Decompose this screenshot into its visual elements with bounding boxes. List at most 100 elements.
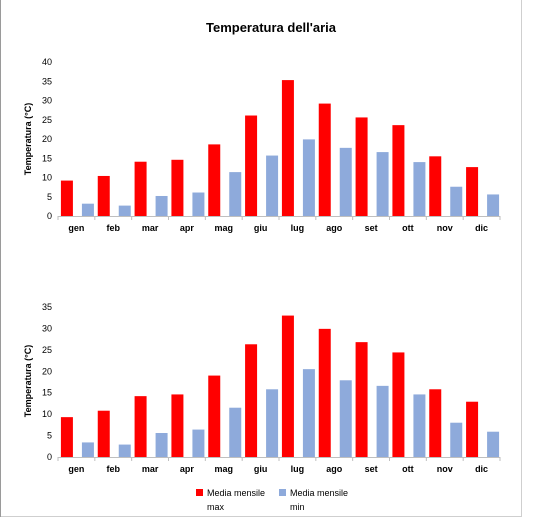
chart-2-bar-min-giu [266, 389, 279, 457]
legend-swatch-max [196, 489, 203, 496]
chart-2-bar-max-lug [281, 315, 294, 457]
chart-2-plot: 0 5 10 15 20 25 30 35 gen feb mar apr mag giu lug ago se… [42, 302, 501, 474]
chart-1-y-tick: 20 [42, 134, 52, 144]
chart-1-bar-min-set [376, 152, 389, 216]
legend-min-line1: Media mensile [290, 488, 348, 498]
chart-1-category-label: giu [254, 223, 268, 233]
legend-max-line2: max [207, 502, 225, 512]
chart-2-bar-max-giu [245, 344, 258, 457]
chart-1-bar-min-nov [450, 186, 463, 216]
chart-2-y-tick: 15 [42, 388, 52, 398]
chart-1-y-tick: 30 [42, 96, 52, 106]
chart-2-category-label: dic [475, 464, 488, 474]
chart-2-category-label: lug [291, 464, 305, 474]
chart-2-bar-max-feb [97, 410, 110, 457]
chart-2-bar-max-set [355, 342, 368, 457]
chart-2-category-label: ago [326, 464, 343, 474]
chart-1-y-tick: 25 [42, 115, 52, 125]
chart-1-bar-max-apr [171, 159, 184, 216]
chart-2-bar-min-nov [450, 422, 463, 457]
chart-2-y-tick: 25 [42, 345, 52, 355]
chart-2-bar-max-apr [171, 394, 184, 457]
chart-1-bar-min-lug [302, 139, 315, 216]
chart-1-bar-max-nov [429, 156, 442, 216]
chart-2-y-tick: 35 [42, 302, 52, 312]
chart-2-bar-min-feb [118, 444, 131, 457]
chart-1-title: Temperatura dell'aria [206, 20, 337, 35]
chart-1-bar-max-gen [60, 180, 73, 216]
chart-2-category-label: giu [254, 464, 268, 474]
legend-max-line1: Media mensile [207, 488, 265, 498]
chart-1-y-tick: 10 [42, 173, 52, 183]
chart-1-y-tick: 15 [42, 153, 52, 163]
chart-2-y-axis-label: Temperatura (°C) [23, 345, 33, 417]
chart-1-category-label: mar [142, 223, 159, 233]
chart-2-category-label: gen [68, 464, 84, 474]
chart-1-y-tick: 35 [42, 76, 52, 86]
chart-2-bar-min-lug [302, 369, 315, 457]
chart-2-bar-min-mar [155, 433, 168, 457]
chart-1-y-axis-label: Temperatura (°C) [23, 103, 33, 175]
chart-1-category-label: ott [402, 223, 414, 233]
chart-2-bar-min-apr [192, 429, 205, 457]
chart-2-bar-min-set [376, 385, 389, 457]
chart-2-category-label: feb [107, 464, 121, 474]
chart-1-category-label: lug [291, 223, 305, 233]
chart-1-bar-max-mag [208, 144, 221, 216]
chart-1-bar-min-mag [229, 172, 242, 216]
chart-1-bar-max-set [355, 117, 368, 216]
chart-1-category-label: nov [437, 223, 453, 233]
chart-1-bar-min-ott [413, 162, 426, 216]
chart-1-category-label: gen [68, 223, 84, 233]
chart-2-y-tick: 20 [42, 366, 52, 376]
legend-swatch-min [279, 489, 286, 496]
chart-2-bar-max-ott [392, 352, 405, 457]
chart-2-y-tick: 0 [47, 452, 52, 462]
chart-2-category-label: nov [437, 464, 453, 474]
chart-2-y-tick: 5 [47, 431, 52, 441]
chart-2-bar-max-ago [318, 328, 331, 457]
chart-1-bar-max-ago [318, 103, 331, 216]
chart-1-y-tick: 0 [47, 211, 52, 221]
chart-2-bar-max-nov [429, 389, 442, 457]
chart-2-bar-min-dic [487, 431, 500, 457]
chart-2-bar-min-ott [413, 394, 426, 457]
chart-1-plot: 0 5 10 15 20 25 30 35 40 gen feb mar apr mag giu lug ago… [42, 57, 501, 233]
chart-1-bar-min-gen [81, 203, 94, 216]
chart-1-bar-min-feb [118, 205, 131, 216]
chart-1-bar-max-dic [466, 167, 479, 216]
chart-2-bar-max-mar [134, 396, 147, 457]
chart-2-category-label: apr [180, 464, 195, 474]
chart-1-bar-max-giu [245, 115, 258, 216]
frame-left-border [0, 0, 1, 517]
chart-1-bar-max-lug [281, 80, 294, 216]
chart-1-category-label: ago [326, 223, 343, 233]
chart-1-y-tick: 40 [42, 57, 52, 67]
chart-1-bar-max-feb [97, 175, 110, 216]
chart-2-bar-min-gen [81, 442, 94, 457]
chart-1-bar-min-ago [339, 147, 352, 216]
chart-1-category-label: mag [214, 223, 233, 233]
legend-min-line2: min [290, 502, 305, 512]
chart-1-category-label: dic [475, 223, 488, 233]
chart-2-y-tick: 30 [42, 323, 52, 333]
chart-1-y-tick: 5 [47, 192, 52, 202]
chart-2-category-label: mag [214, 464, 233, 474]
chart-2-bar-max-mag [208, 375, 221, 457]
chart-1-category-label: feb [107, 223, 121, 233]
chart-1-bar-min-mar [155, 195, 168, 216]
chart-2-category-label: ott [402, 464, 414, 474]
chart-1-bar-min-dic [487, 194, 500, 216]
chart-1-category-label: set [365, 223, 378, 233]
chart-2-category-label: mar [142, 464, 159, 474]
chart-2-bar-min-mag [229, 407, 242, 457]
chart-2-category-label: set [365, 464, 378, 474]
chart-2-y-tick: 10 [42, 409, 52, 419]
chart-2-bar-max-gen [60, 417, 73, 457]
chart-2-bar-min-ago [339, 380, 352, 457]
chart-1-bar-max-ott [392, 125, 405, 216]
chart-2-bar-max-dic [466, 401, 479, 457]
chart-1-category-label: apr [180, 223, 195, 233]
chart-1-bar-max-mar [134, 161, 147, 216]
